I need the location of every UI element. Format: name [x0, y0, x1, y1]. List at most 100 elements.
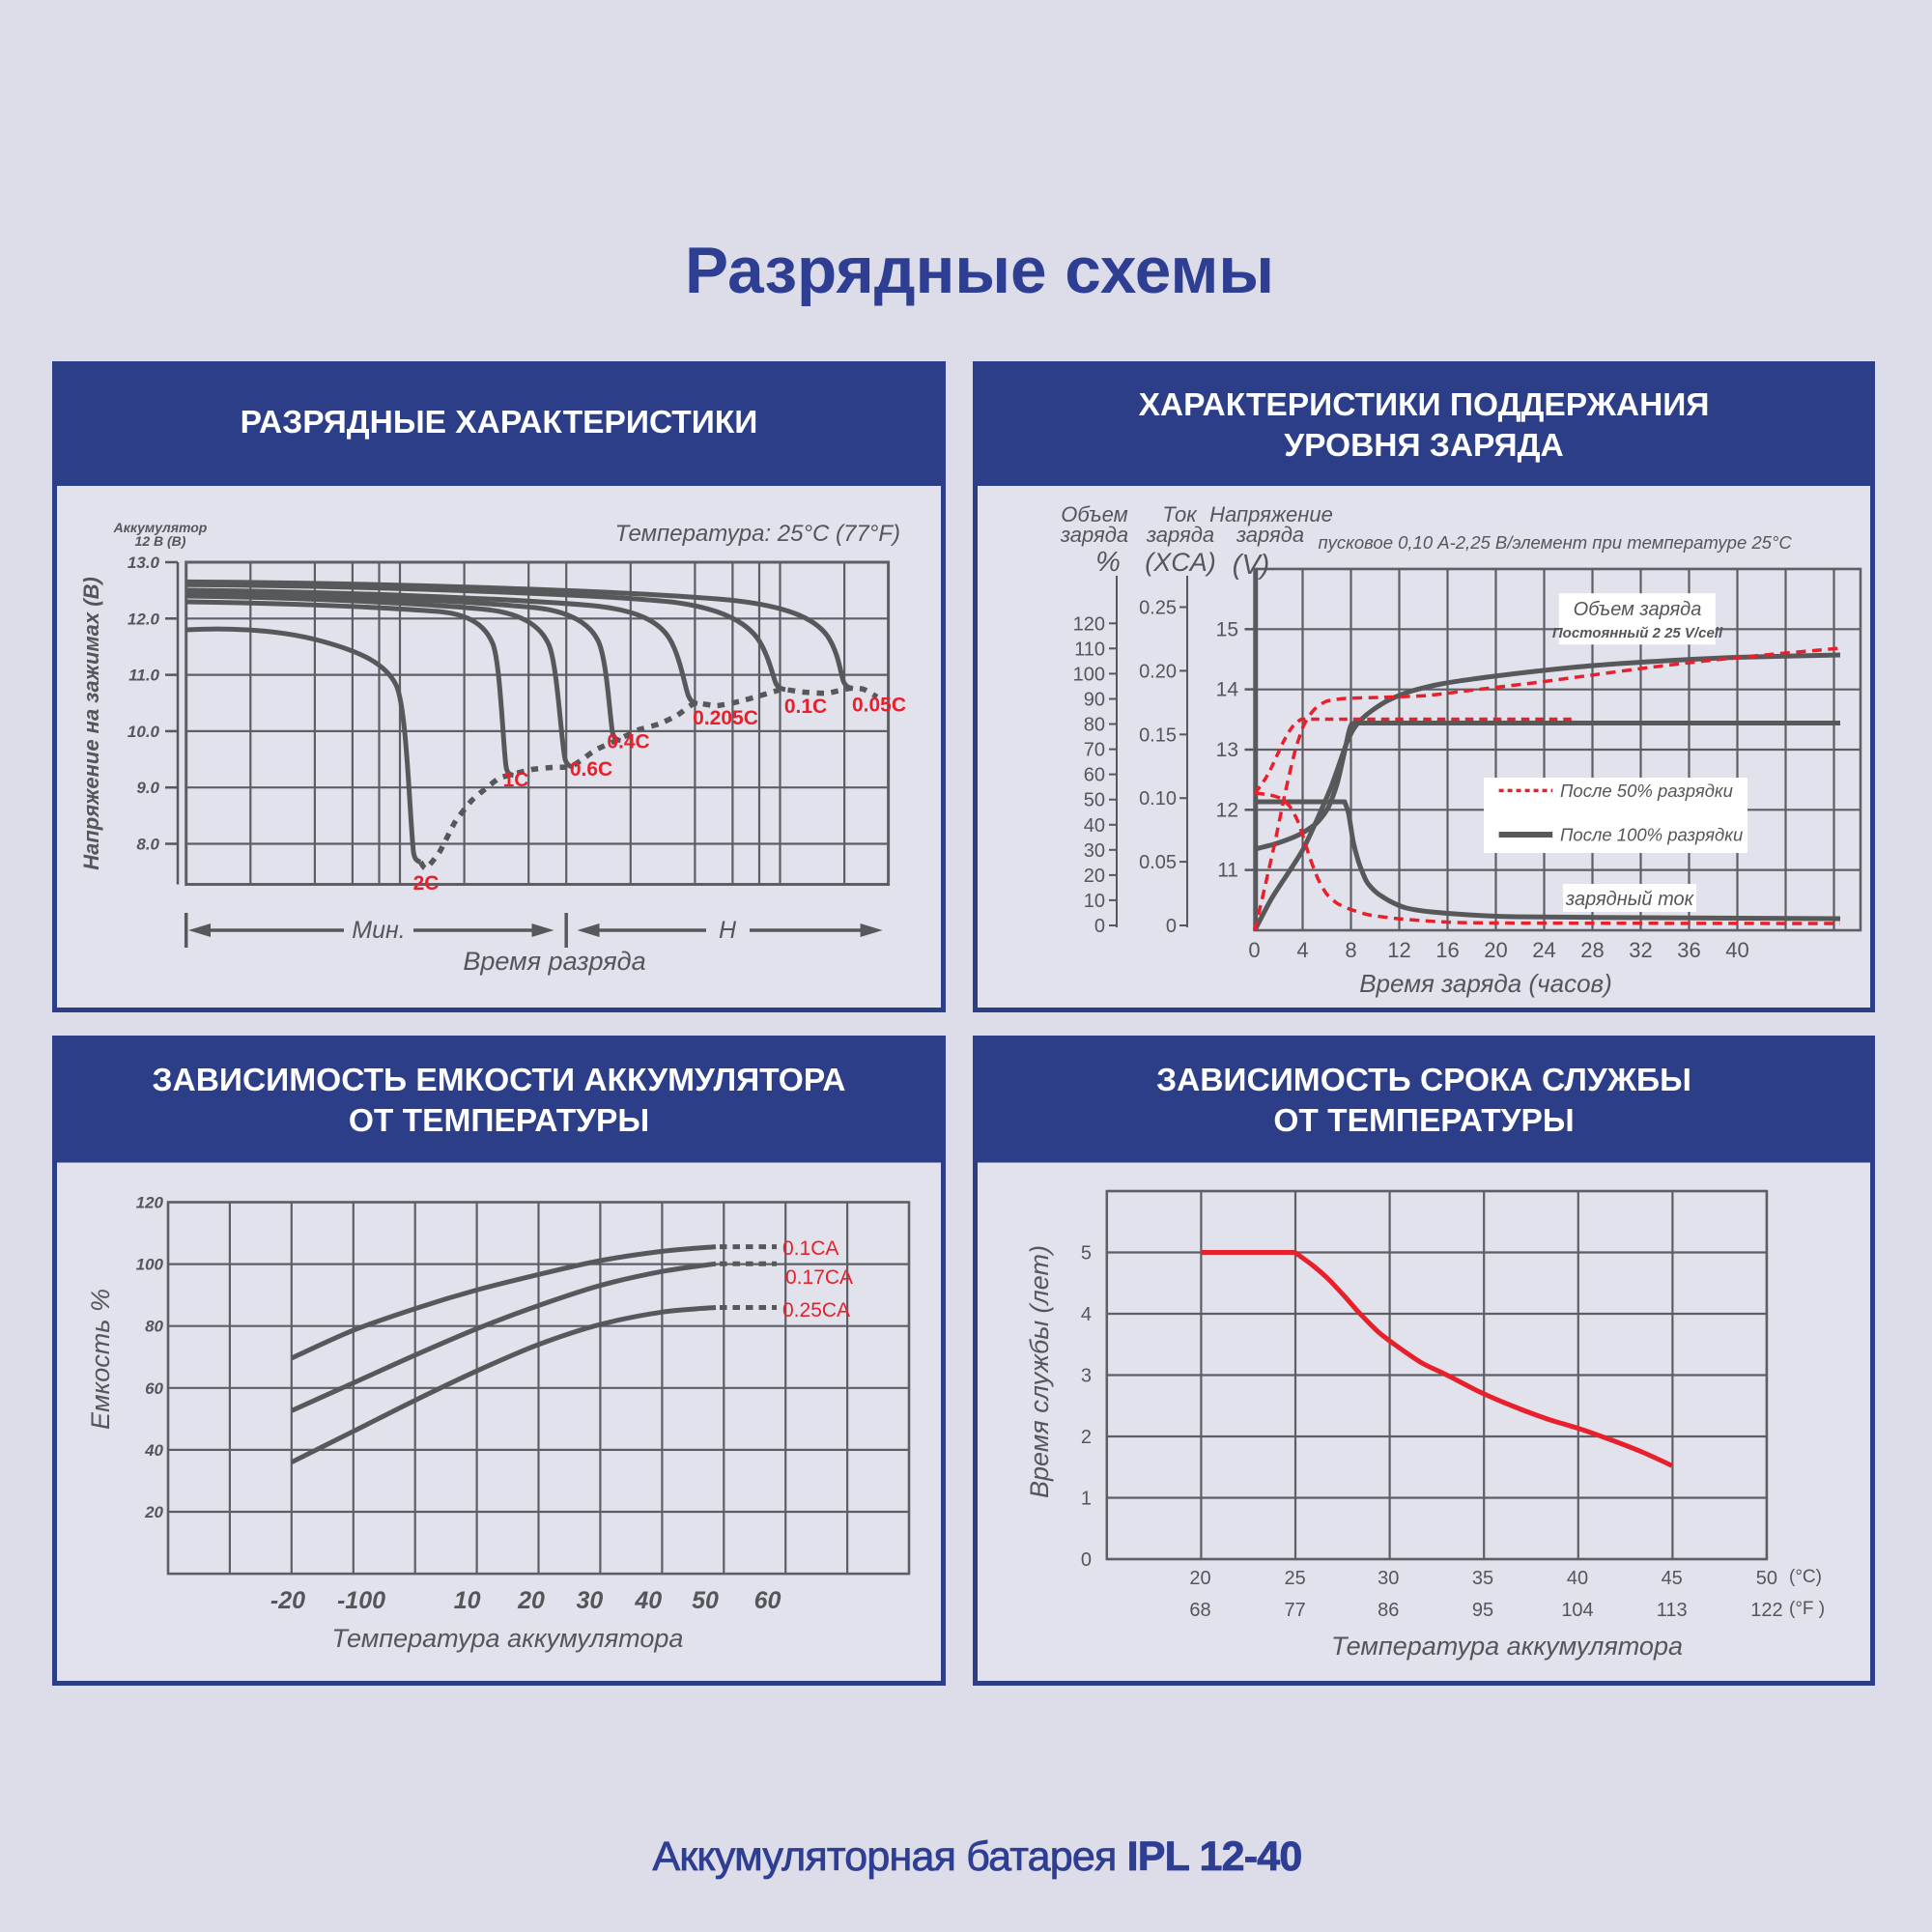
svg-text:Время службы (лет): Время службы (лет) [1025, 1245, 1054, 1498]
svg-text:28: 28 [1580, 938, 1604, 962]
svg-text:После 100% разрядки: После 100% разрядки [1560, 825, 1743, 845]
svg-text:0.25CA: 0.25CA [782, 1299, 850, 1321]
svg-text:0.05C: 0.05C [852, 695, 906, 717]
svg-text:Температура: 25°C (77°F): Температура: 25°C (77°F) [615, 521, 900, 547]
svg-text:100: 100 [136, 1256, 164, 1274]
svg-text:заряда: заряда [1146, 523, 1214, 547]
svg-text:3: 3 [1081, 1366, 1092, 1387]
svg-text:20: 20 [1189, 1568, 1210, 1589]
svg-text:0.6C: 0.6C [570, 758, 612, 781]
svg-text:120: 120 [1073, 613, 1105, 635]
svg-text:40: 40 [634, 1587, 662, 1614]
svg-text:10: 10 [454, 1587, 481, 1614]
svg-text:11: 11 [1217, 860, 1238, 882]
svg-text:Температура аккумулятора: Температура аккумулятора [331, 1624, 683, 1653]
svg-text:0: 0 [1166, 916, 1177, 937]
svg-text:50: 50 [1084, 790, 1105, 811]
svg-text:70: 70 [1084, 740, 1105, 761]
svg-text:ОТ ТЕМПЕРАТУРЫ: ОТ ТЕМПЕРАТУРЫ [1273, 1103, 1574, 1139]
svg-text:ОТ ТЕМПЕРАТУРЫ: ОТ ТЕМПЕРАТУРЫ [349, 1103, 649, 1139]
svg-text:9.0: 9.0 [136, 779, 159, 797]
svg-text:50: 50 [692, 1587, 719, 1614]
svg-text:13.0: 13.0 [128, 554, 160, 572]
svg-text:Объем: Объем [1061, 502, 1128, 526]
svg-text:4: 4 [1296, 938, 1308, 962]
svg-text:68: 68 [1189, 1600, 1210, 1621]
svg-text:После 50% разрядки: После 50% разрядки [1560, 781, 1733, 801]
svg-text:110: 110 [1074, 639, 1105, 660]
svg-text:0: 0 [1094, 916, 1105, 937]
svg-text:36: 36 [1677, 938, 1700, 962]
svg-text:10: 10 [1084, 891, 1105, 912]
svg-text:12: 12 [1216, 799, 1238, 821]
svg-text:40: 40 [144, 1441, 163, 1460]
svg-text:100: 100 [1073, 664, 1105, 685]
svg-text:16: 16 [1435, 938, 1459, 962]
svg-text:(XCA): (XCA) [1145, 548, 1216, 577]
svg-text:Время разряда: Время разряда [463, 947, 645, 976]
svg-text:5: 5 [1081, 1243, 1092, 1264]
svg-text:-100: -100 [337, 1587, 385, 1614]
svg-text:1: 1 [1081, 1489, 1092, 1510]
svg-text:8: 8 [1345, 938, 1356, 962]
svg-text:4: 4 [1081, 1304, 1092, 1325]
svg-text:(V): (V) [1233, 550, 1270, 581]
svg-text:45: 45 [1662, 1568, 1683, 1589]
svg-text:ЗАВИСИМОСТЬ ЕМКОСТИ АККУМУЛЯТО: ЗАВИСИМОСТЬ ЕМКОСТИ АККУМУЛЯТОРА [153, 1063, 846, 1098]
svg-text:120: 120 [136, 1194, 164, 1212]
svg-text:Напряжение на зажимах (В): Напряжение на зажимах (В) [79, 577, 103, 870]
svg-text:заряда: заряда [1060, 523, 1128, 547]
svg-text:Н: Н [719, 917, 737, 944]
svg-text:Емкость %: Емкость % [86, 1289, 115, 1430]
svg-text:20: 20 [1484, 938, 1507, 962]
svg-text:25: 25 [1284, 1568, 1305, 1589]
svg-text:12 В (В): 12 В (В) [135, 533, 186, 549]
svg-text:ЗАВИСИМОСТЬ СРОКА СЛУЖБЫ: ЗАВИСИМОСТЬ СРОКА СЛУЖБЫ [1156, 1063, 1691, 1098]
svg-text:Объем заряда: Объем заряда [1574, 599, 1702, 620]
svg-text:зарядный ток: зарядный ток [1565, 889, 1695, 910]
svg-text:0: 0 [1248, 938, 1260, 962]
svg-text:пусковое 0,10 А-2,25 В/элемент: пусковое 0,10 А-2,25 В/элемент при темпе… [1318, 532, 1792, 553]
svg-text:8.0: 8.0 [136, 836, 159, 854]
svg-text:Ток: Ток [1162, 502, 1198, 526]
svg-text:-20: -20 [270, 1587, 305, 1614]
svg-text:30: 30 [1084, 840, 1105, 862]
svg-text:40: 40 [1725, 938, 1748, 962]
svg-text:13: 13 [1216, 739, 1238, 761]
svg-text:80: 80 [1084, 715, 1105, 736]
svg-text:90: 90 [1084, 690, 1105, 711]
svg-text:20: 20 [1084, 866, 1105, 887]
svg-text:30: 30 [1378, 1568, 1399, 1589]
svg-text:1C: 1C [503, 769, 529, 791]
svg-text:Постоянный 2 25 V/cell: Постоянный 2 25 V/cell [1552, 625, 1723, 641]
svg-text:0.05: 0.05 [1139, 852, 1177, 873]
svg-text:(°C): (°C) [1789, 1567, 1822, 1587]
svg-text:60: 60 [1084, 765, 1105, 786]
svg-text:113: 113 [1657, 1600, 1688, 1621]
svg-text:60: 60 [754, 1587, 781, 1614]
svg-text:20: 20 [144, 1503, 163, 1521]
svg-text:14: 14 [1216, 679, 1239, 701]
svg-text:77: 77 [1284, 1600, 1305, 1621]
svg-text:0: 0 [1081, 1549, 1092, 1571]
svg-text:заряда: заряда [1236, 523, 1304, 547]
svg-text:%: % [1095, 547, 1121, 578]
svg-text:12: 12 [1387, 938, 1410, 962]
svg-text:12.0: 12.0 [128, 610, 160, 628]
svg-text:80: 80 [145, 1318, 163, 1336]
svg-text:0.25: 0.25 [1139, 598, 1177, 619]
svg-text:2: 2 [1081, 1427, 1092, 1448]
svg-text:35: 35 [1472, 1568, 1493, 1589]
svg-text:0.15: 0.15 [1139, 724, 1177, 746]
svg-text:122: 122 [1750, 1600, 1782, 1621]
svg-text:104: 104 [1561, 1600, 1593, 1621]
svg-text:95: 95 [1472, 1600, 1493, 1621]
svg-text:0.205C: 0.205C [693, 707, 758, 729]
svg-text:РАЗРЯДНЫЕ ХАРАКТЕРИСТИКИ: РАЗРЯДНЫЕ ХАРАКТЕРИСТИКИ [241, 405, 758, 440]
svg-text:32: 32 [1629, 938, 1652, 962]
svg-text:(°F ): (°F ) [1789, 1599, 1825, 1619]
svg-text:0.10: 0.10 [1139, 788, 1177, 810]
svg-text:Температура аккумулятора: Температура аккумулятора [1331, 1632, 1683, 1661]
svg-text:УРОВНЯ ЗАРЯДА: УРОВНЯ ЗАРЯДА [1284, 428, 1563, 464]
svg-text:60: 60 [145, 1379, 163, 1398]
